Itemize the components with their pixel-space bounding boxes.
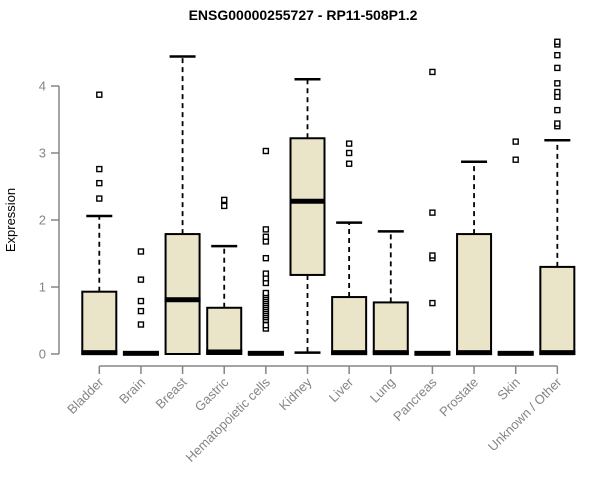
box-group [81, 91, 118, 356]
outlier-point [554, 51, 561, 59]
outlier-point [429, 68, 436, 76]
median-line [81, 350, 118, 356]
outlier-point [96, 165, 103, 173]
outlier-point [137, 307, 145, 315]
outlier-point [429, 209, 436, 216]
y-tick-label: 4 [39, 79, 46, 94]
outlier-point [262, 270, 270, 277]
outlier-point [554, 88, 561, 96]
outlier-point [96, 195, 103, 202]
outlier-point [345, 149, 353, 157]
box-group [414, 68, 451, 356]
y-tick-label: 1 [39, 280, 46, 295]
x-tick-label: Gastric [192, 374, 232, 414]
outlier-point [137, 297, 145, 305]
iqr-box [372, 301, 409, 356]
box-group [372, 230, 409, 356]
outlier-point [262, 254, 270, 262]
iqr-box [164, 233, 201, 356]
outlier-point [137, 248, 145, 255]
median-line [372, 350, 409, 356]
median-line [164, 297, 201, 303]
x-tick-label: Prostate [436, 375, 481, 420]
box-group [456, 160, 493, 356]
plot-area [81, 38, 576, 356]
outlier-point [554, 38, 561, 45]
box-group [247, 147, 284, 356]
x-tick-label: Pancreas [390, 374, 440, 424]
iqr-box [539, 265, 576, 355]
outlier-point [345, 140, 353, 147]
y-tick-label: 0 [39, 347, 46, 362]
outlier-point [262, 289, 270, 297]
x-tick-label: Skin [494, 375, 522, 403]
outlier-point [429, 252, 436, 259]
outlier-point [221, 202, 228, 210]
box-group [122, 248, 159, 356]
outlier-point [221, 196, 228, 204]
outlier-point [96, 179, 103, 187]
x-tick-label: Lung [367, 375, 398, 406]
outlier-point [137, 276, 145, 283]
median-line [331, 350, 368, 356]
x-tick-label: Liver [326, 374, 357, 405]
outlier-point [262, 147, 270, 155]
median-line [247, 350, 284, 356]
y-tick-label: 3 [39, 146, 46, 161]
median-line [206, 349, 243, 355]
outlier-point [262, 233, 270, 240]
x-tick-label: Kidney [276, 374, 315, 413]
median-line [122, 350, 159, 356]
outlier-point [429, 299, 436, 307]
x-tick-label: Breast [153, 374, 190, 411]
outlier-point [96, 91, 103, 98]
outlier-point [554, 64, 561, 72]
x-tick-label: Unknown / Other [485, 374, 565, 454]
box-group [164, 55, 201, 356]
iqr-box [456, 233, 493, 356]
iqr-box [206, 306, 243, 355]
median-line [539, 350, 576, 356]
iqr-box [289, 137, 326, 276]
x-tick-label: Bladder [64, 374, 107, 417]
outlier-point [554, 106, 561, 114]
chart-title: ENSG00000255727 - RP11-508P1.2 [189, 7, 418, 23]
outlier-point [512, 138, 519, 145]
iqr-box [81, 290, 118, 356]
median-line [497, 350, 534, 356]
y-axis-label: Expression [3, 188, 18, 252]
box-group [497, 138, 534, 356]
box-group [206, 196, 243, 355]
x-tick-label: Brain [116, 375, 148, 407]
box-group [289, 78, 326, 354]
outlier-point [554, 80, 561, 87]
outlier-point [345, 160, 353, 167]
outlier-point [137, 321, 145, 328]
box-group [331, 140, 368, 356]
outlier-point [262, 226, 270, 233]
box-group [539, 38, 576, 356]
outlier-point [512, 156, 519, 163]
median-line [414, 350, 451, 356]
iqr-box [331, 296, 368, 355]
outlier-point [262, 321, 270, 329]
median-line [289, 198, 326, 204]
outlier-point [554, 120, 561, 127]
median-line [456, 350, 493, 356]
y-tick-label: 2 [39, 213, 46, 228]
